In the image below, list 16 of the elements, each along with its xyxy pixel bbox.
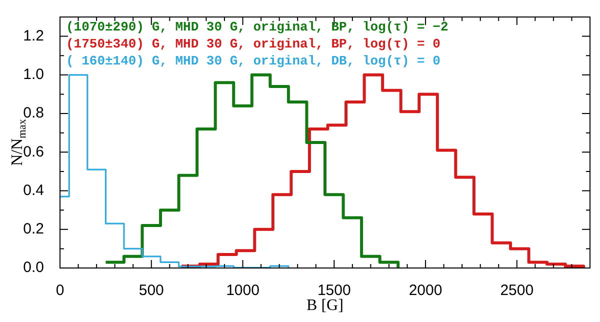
x-tick-label: 0	[56, 282, 64, 300]
x-tick-label: 1000	[226, 282, 260, 300]
series-label: ( 160±140) G, MHD 30 G, original, DB, log(τ) = 0	[66, 53, 441, 68]
text: (1070±290) G, MHD 30 G, original, BP, log(τ) = −2	[66, 19, 448, 34]
y-tick-label: 1.0	[23, 66, 44, 84]
y-tick-label: 0.0	[23, 259, 44, 276]
y-tick-label: 0.4	[23, 182, 44, 199]
x-tick-label: 500	[138, 282, 164, 300]
x-axis-title: B [G]	[306, 297, 344, 314]
text: (1750±340) G, MHD 30 G, original, BP, log(τ) = 0	[66, 36, 441, 52]
x-tick-label: 2500	[500, 282, 534, 300]
y-tick-label: 0.6	[23, 143, 44, 160]
x-tick-label: 1500	[317, 282, 351, 300]
y-tick-label: 1.2	[23, 27, 44, 44]
y-tick-label: 0.2	[23, 220, 44, 238]
x-tick-label: 2000	[408, 282, 442, 300]
